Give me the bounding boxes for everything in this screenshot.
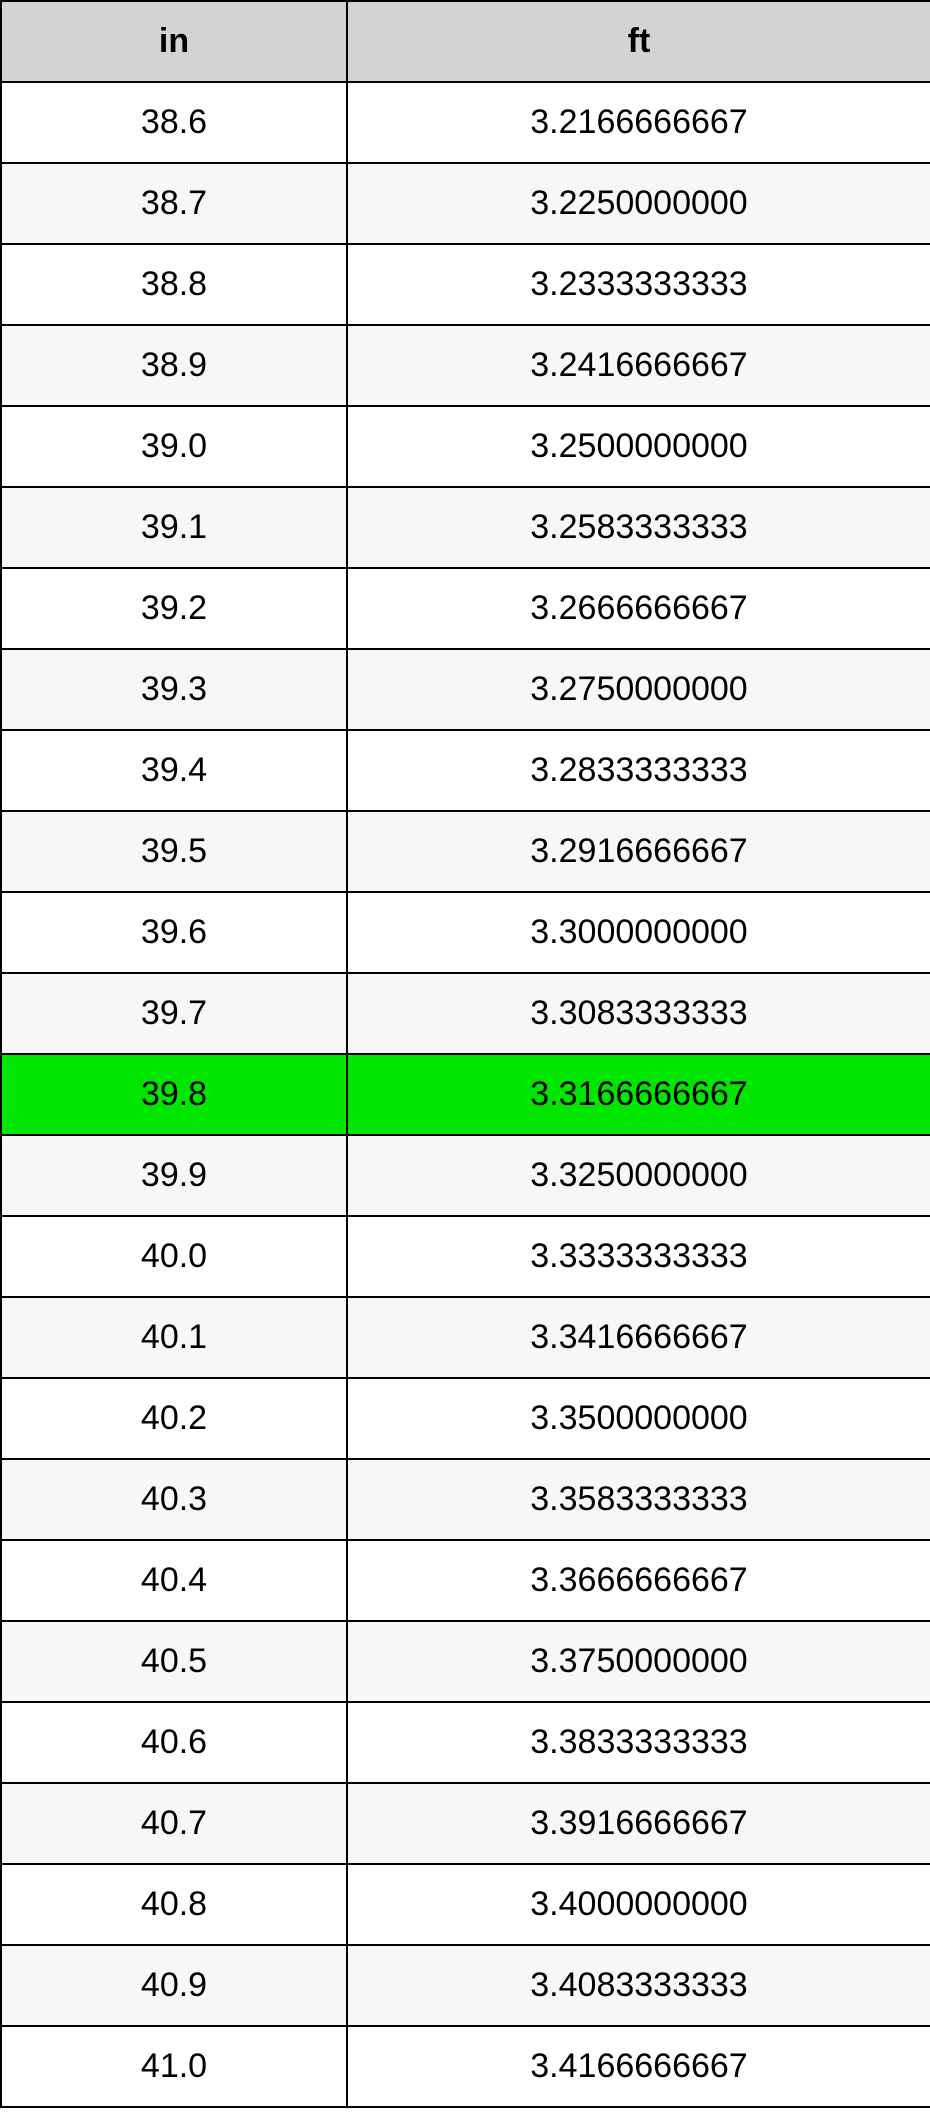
column-header-ft: ft: [347, 1, 930, 82]
cell-ft: 3.4166666667: [347, 2026, 930, 2107]
table-row: 39.63.3000000000: [1, 892, 930, 973]
cell-in: 39.1: [1, 487, 347, 568]
cell-ft: 3.2750000000: [347, 649, 930, 730]
table-row: 39.53.2916666667: [1, 811, 930, 892]
cell-in: 39.7: [1, 973, 347, 1054]
cell-in: 39.8: [1, 1054, 347, 1135]
table-row: 39.43.2833333333: [1, 730, 930, 811]
table-row: 39.73.3083333333: [1, 973, 930, 1054]
cell-in: 40.1: [1, 1297, 347, 1378]
cell-ft: 3.2583333333: [347, 487, 930, 568]
cell-in: 40.3: [1, 1459, 347, 1540]
cell-ft: 3.3666666667: [347, 1540, 930, 1621]
cell-ft: 3.3500000000: [347, 1378, 930, 1459]
table-row: 41.03.4166666667: [1, 2026, 930, 2107]
cell-in: 40.7: [1, 1783, 347, 1864]
cell-in: 39.6: [1, 892, 347, 973]
table-row: 39.03.2500000000: [1, 406, 930, 487]
cell-in: 39.2: [1, 568, 347, 649]
cell-ft: 3.3250000000: [347, 1135, 930, 1216]
table-row: 40.13.3416666667: [1, 1297, 930, 1378]
cell-ft: 3.3166666667: [347, 1054, 930, 1135]
cell-ft: 3.3000000000: [347, 892, 930, 973]
table-row: 38.73.2250000000: [1, 163, 930, 244]
cell-in: 40.6: [1, 1702, 347, 1783]
cell-in: 40.8: [1, 1864, 347, 1945]
cell-in: 38.9: [1, 325, 347, 406]
table-row: 40.53.3750000000: [1, 1621, 930, 1702]
cell-ft: 3.2916666667: [347, 811, 930, 892]
cell-in: 40.0: [1, 1216, 347, 1297]
cell-in: 39.3: [1, 649, 347, 730]
cell-ft: 3.3833333333: [347, 1702, 930, 1783]
table-row: 40.23.3500000000: [1, 1378, 930, 1459]
cell-ft: 3.3333333333: [347, 1216, 930, 1297]
header-row: in ft: [1, 1, 930, 82]
conversion-table: in ft 38.63.216666666738.73.225000000038…: [0, 0, 930, 2108]
cell-in: 40.9: [1, 1945, 347, 2026]
cell-in: 40.2: [1, 1378, 347, 1459]
column-header-in: in: [1, 1, 347, 82]
table-row: 38.93.2416666667: [1, 325, 930, 406]
table-row: 40.43.3666666667: [1, 1540, 930, 1621]
cell-in: 38.7: [1, 163, 347, 244]
cell-in: 39.9: [1, 1135, 347, 1216]
table-row: 40.33.3583333333: [1, 1459, 930, 1540]
cell-ft: 3.3750000000: [347, 1621, 930, 1702]
table-row: 38.63.2166666667: [1, 82, 930, 163]
table-row: 39.83.3166666667: [1, 1054, 930, 1135]
cell-ft: 3.2666666667: [347, 568, 930, 649]
cell-in: 40.5: [1, 1621, 347, 1702]
cell-ft: 3.3416666667: [347, 1297, 930, 1378]
cell-ft: 3.4000000000: [347, 1864, 930, 1945]
table-row: 39.33.2750000000: [1, 649, 930, 730]
table-row: 40.93.4083333333: [1, 1945, 930, 2026]
table-row: 40.83.4000000000: [1, 1864, 930, 1945]
cell-in: 38.8: [1, 244, 347, 325]
cell-in: 40.4: [1, 1540, 347, 1621]
cell-ft: 3.3583333333: [347, 1459, 930, 1540]
cell-in: 39.4: [1, 730, 347, 811]
cell-in: 38.6: [1, 82, 347, 163]
cell-ft: 3.3083333333: [347, 973, 930, 1054]
cell-in: 41.0: [1, 2026, 347, 2107]
table-row: 40.73.3916666667: [1, 1783, 930, 1864]
cell-ft: 3.4083333333: [347, 1945, 930, 2026]
table-header: in ft: [1, 1, 930, 82]
cell-ft: 3.3916666667: [347, 1783, 930, 1864]
table-row: 40.63.3833333333: [1, 1702, 930, 1783]
cell-ft: 3.2250000000: [347, 163, 930, 244]
cell-in: 39.0: [1, 406, 347, 487]
table-row: 38.83.2333333333: [1, 244, 930, 325]
table-row: 39.13.2583333333: [1, 487, 930, 568]
cell-ft: 3.2833333333: [347, 730, 930, 811]
table-row: 40.03.3333333333: [1, 1216, 930, 1297]
table-row: 39.23.2666666667: [1, 568, 930, 649]
cell-ft: 3.2333333333: [347, 244, 930, 325]
table-row: 39.93.3250000000: [1, 1135, 930, 1216]
table-body: 38.63.216666666738.73.225000000038.83.23…: [1, 82, 930, 2107]
cell-ft: 3.2500000000: [347, 406, 930, 487]
cell-ft: 3.2166666667: [347, 82, 930, 163]
cell-in: 39.5: [1, 811, 347, 892]
cell-ft: 3.2416666667: [347, 325, 930, 406]
